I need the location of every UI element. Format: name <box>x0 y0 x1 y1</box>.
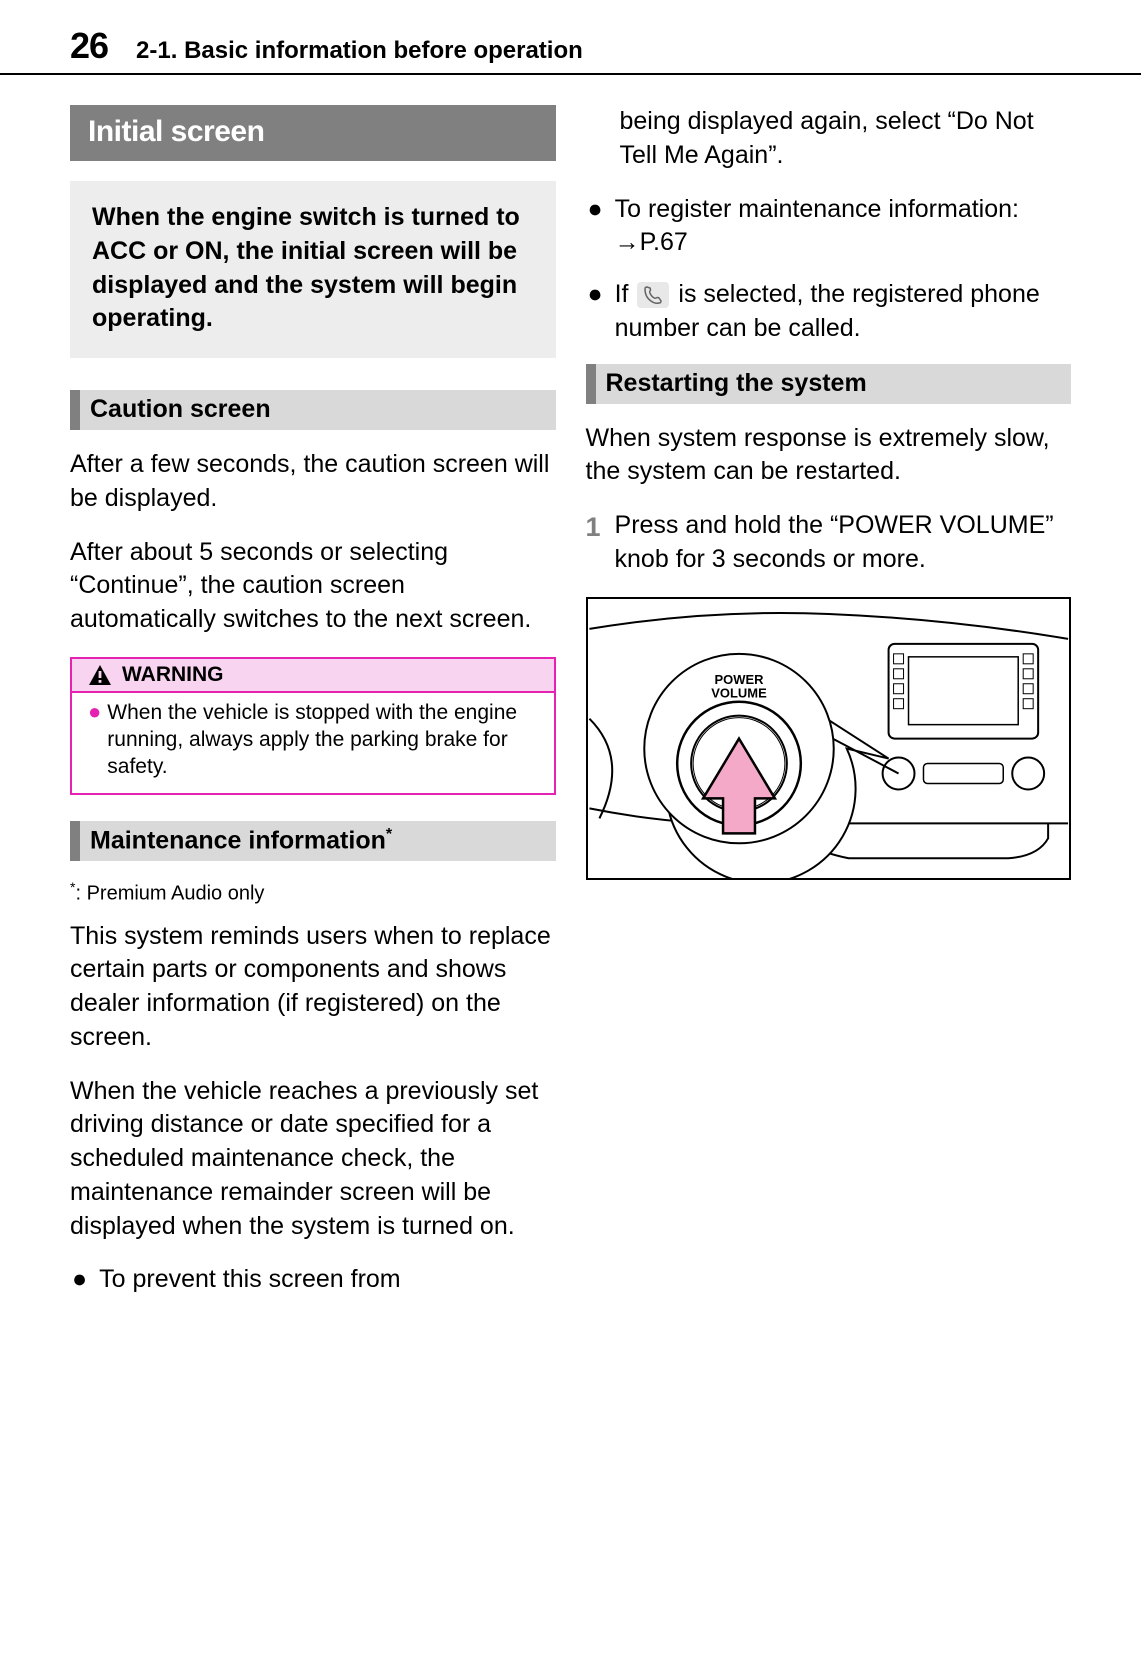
diagram-label-power: POWER <box>714 671 764 686</box>
intro-box: When the engine switch is turned to ACC … <box>70 181 556 358</box>
warning-label: WARNING <box>122 663 224 687</box>
page-number: 26 <box>70 25 108 67</box>
bullet-text: If is selected, the registered phone num… <box>615 278 1071 346</box>
two-column-layout: Initial screen When the engine switch is… <box>70 105 1071 1315</box>
bullet-text-pre: If <box>615 280 636 308</box>
continuation-text: being displayed again, select “Do Not Te… <box>620 105 1072 173</box>
footnote-text: : Premium Audio only <box>75 883 264 905</box>
subsection-restart: Restarting the system <box>586 364 1072 404</box>
bullet-dot-icon: ● <box>88 699 101 781</box>
footnote: *: Premium Audio only <box>70 879 556 906</box>
body-paragraph: This system reminds users when to replac… <box>70 920 556 1055</box>
bullet-text-post: is selected, the registered phone number… <box>615 280 1040 342</box>
body-paragraph: After a few seconds, the caution screen … <box>70 448 556 516</box>
bullet-item: ● To prevent this screen from <box>70 1263 556 1297</box>
header-rule <box>0 73 1141 75</box>
warning-triangle-icon <box>88 664 112 686</box>
diagram-label-volume: VOLUME <box>711 685 767 700</box>
bullet-text: To register maintenance information: →P.… <box>615 193 1071 261</box>
left-column: Initial screen When the engine switch is… <box>70 105 556 1315</box>
body-paragraph: After about 5 seconds or selecting “Cont… <box>70 536 556 637</box>
subsection-caution: Caution screen <box>70 390 556 430</box>
body-paragraph: When system response is extremely slow, … <box>586 422 1072 490</box>
numbered-step: 1 Press and hold the “POWER VOLUME” knob… <box>586 509 1072 577</box>
bullet-item: ● If is selected, the registered phone n… <box>586 278 1072 346</box>
phone-icon <box>637 282 669 308</box>
power-knob-diagram: POWER VOLUME <box>586 597 1072 880</box>
subsection-maintenance: Maintenance information* <box>70 821 556 861</box>
footnote-marker: * <box>386 826 392 843</box>
step-number: 1 <box>586 509 601 577</box>
warning-body: ● When the vehicle is stopped with the e… <box>72 693 554 793</box>
section-title: 2-1. Basic information before operation <box>136 37 583 65</box>
bullet-dot-icon: ● <box>588 193 603 261</box>
manual-page: 26 2-1. Basic information before operati… <box>0 0 1141 1355</box>
bullet-text: To prevent this screen from <box>99 1263 401 1297</box>
warning-header: WARNING <box>72 659 554 693</box>
step-text: Press and hold the “POWER VOLUME” knob f… <box>615 509 1071 577</box>
body-paragraph: When the vehicle reaches a previously se… <box>70 1075 556 1244</box>
warning-box: WARNING ● When the vehicle is stopped wi… <box>70 657 556 795</box>
bullet-dot-icon: ● <box>72 1263 87 1297</box>
subsection-label: Maintenance information <box>90 826 386 854</box>
topic-title-bar: Initial screen <box>70 105 556 161</box>
page-header: 26 2-1. Basic information before operati… <box>70 25 1071 67</box>
warning-text: When the vehicle is stopped with the eng… <box>107 699 537 781</box>
bullet-item: ● To register maintenance information: →… <box>586 193 1072 261</box>
right-column: being displayed again, select “Do Not Te… <box>586 105 1072 1315</box>
bullet-dot-icon: ● <box>588 278 603 346</box>
